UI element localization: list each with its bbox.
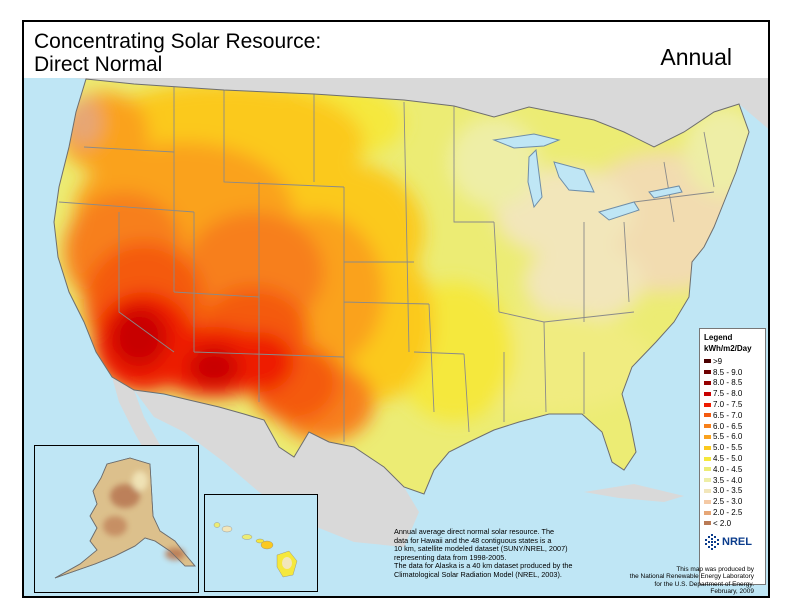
legend-swatch: [704, 370, 711, 375]
legend-label: 3.5 - 4.0: [713, 475, 743, 485]
legend-swatch: [704, 456, 711, 461]
state-borders: [58, 84, 715, 442]
alaska-inset: [34, 445, 199, 593]
legend-label: 8.5 - 9.0: [713, 367, 743, 377]
legend-swatch: [704, 391, 711, 396]
legend-label: 5.5 - 6.0: [713, 432, 743, 442]
legend-swatch: [704, 380, 711, 385]
hawaii-inset: [204, 494, 318, 592]
map-frame: Concentrating Solar Resource: Direct Nor…: [22, 20, 770, 598]
legend-label: 6.5 - 7.0: [713, 410, 743, 420]
legend-item: 4.5 - 5.0: [704, 453, 762, 464]
legend-item: 6.0 - 6.5: [704, 421, 762, 432]
legend-swatch: [704, 499, 711, 504]
legend-label: 2.0 - 2.5: [713, 508, 743, 518]
legend-item: 5.0 - 5.5: [704, 442, 762, 453]
hawaii-map: [213, 522, 298, 578]
note-line: 10 km, satellite modeled dataset (SUNY/N…: [394, 544, 568, 554]
great-lakes: [492, 133, 683, 221]
legend-item: 6.5 - 7.0: [704, 410, 762, 421]
note-line: representing data from 1998-2005.: [394, 552, 507, 562]
legend-swatch: [704, 434, 711, 439]
legend-item: 8.5 - 9.0: [704, 367, 762, 378]
legend-swatch: [704, 402, 711, 407]
map-title: Concentrating Solar Resource: Direct Nor…: [34, 30, 321, 76]
legend-item: 7.5 - 8.0: [704, 388, 762, 399]
title-line-1: Concentrating Solar Resource:: [34, 30, 322, 53]
us-outline: [53, 78, 750, 495]
legend-title: Legend: [704, 333, 733, 342]
note-line: data for Hawaii and the 48 contiguous st…: [394, 535, 552, 545]
credit-note: This map was produced by the National Re…: [622, 566, 754, 596]
legend-swatch: [704, 521, 711, 526]
mexico-land: [134, 390, 419, 547]
legend-label: 4.0 - 4.5: [713, 464, 743, 474]
legend-item: 5.5 - 6.0: [704, 432, 762, 443]
nrel-logo: NREL: [704, 534, 752, 550]
nrel-logo-icon: [705, 534, 719, 550]
solar-map: [24, 78, 768, 596]
note-line: The data for Alaska is a 40 km dataset p…: [394, 561, 573, 571]
legend-swatch: [704, 478, 711, 483]
credit-line: This map was produced by: [676, 566, 754, 573]
legend-label: 5.0 - 5.5: [713, 443, 743, 453]
legend-item: 8.0 - 8.5: [704, 378, 762, 389]
legend-item: 2.5 - 3.0: [704, 496, 762, 507]
nrel-logo-text: NREL: [722, 536, 752, 548]
data-note: Annual average direct normal solar resou…: [394, 527, 634, 580]
legend-label: 2.5 - 3.0: [713, 497, 743, 507]
legend-label: >9: [713, 356, 723, 366]
legend-item: 3.5 - 4.0: [704, 475, 762, 486]
credit-line: for the U.S. Department of Energy.: [654, 580, 754, 588]
legend-item: 7.0 - 7.5: [704, 399, 762, 410]
us-solar-field: [54, 79, 749, 494]
note-line: Annual average direct normal solar resou…: [394, 527, 555, 536]
legend-label: 7.0 - 7.5: [713, 400, 743, 410]
credit-line: the National Renewable Energy Laboratory: [629, 573, 754, 581]
legend-item: >9: [704, 356, 762, 367]
legend-item: < 2.0: [704, 518, 762, 529]
legend-swatch: [704, 488, 711, 493]
legend: Legend kWh/m2/Day >9 8.5 - 9.0 8.0 - 8.5 7.…: [699, 328, 766, 585]
credit-line: February, 2009: [710, 588, 754, 596]
legend-swatch: [704, 413, 711, 418]
cuba-land: [584, 484, 684, 502]
legend-item: 3.0 - 3.5: [704, 486, 762, 497]
legend-swatch: [704, 467, 711, 472]
legend-label: 8.0 - 8.5: [713, 378, 743, 388]
title-line-2: Direct Normal: [34, 53, 163, 76]
canada-land: [74, 78, 768, 147]
legend-swatch: [704, 424, 711, 429]
legend-label: 6.0 - 6.5: [713, 421, 743, 431]
legend-label: 3.0 - 3.5: [713, 486, 743, 496]
legend-item: 2.0 - 2.5: [704, 507, 762, 518]
period-label: Annual: [660, 44, 732, 70]
legend-unit: kWh/m2/Day: [704, 344, 752, 353]
legend-rows: >9 8.5 - 9.0 8.0 - 8.5 7.5 - 8.0 7.0 - 7.5 6.…: [704, 356, 762, 529]
legend-swatch: [704, 510, 711, 515]
legend-label: 4.5 - 5.0: [713, 454, 743, 464]
note-line: Climatological Solar Radiation Model (NR…: [394, 569, 562, 579]
legend-item: 4.0 - 4.5: [704, 464, 762, 475]
legend-swatch: [704, 445, 711, 450]
legend-swatch: [704, 359, 711, 364]
legend-label: < 2.0: [713, 518, 732, 528]
legend-label: 7.5 - 8.0: [713, 389, 743, 399]
alaska-map: [54, 457, 196, 579]
